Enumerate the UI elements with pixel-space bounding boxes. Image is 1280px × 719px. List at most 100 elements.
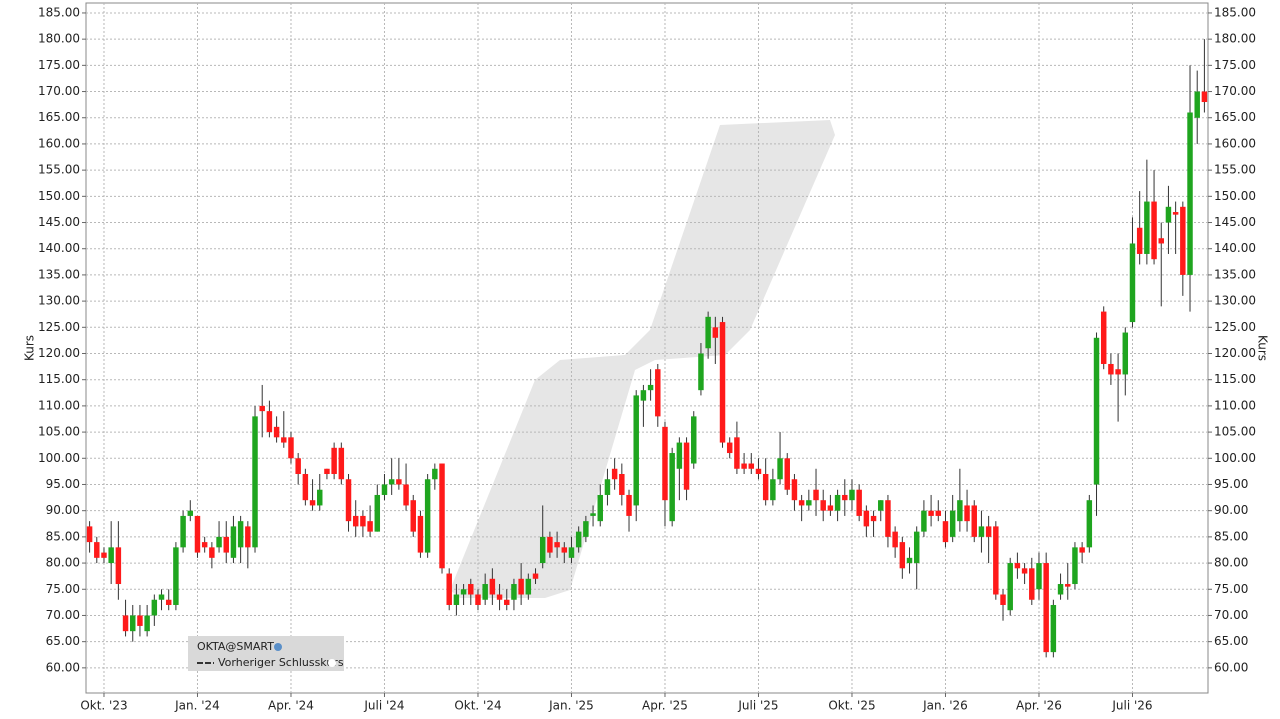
candle-body [870,515,877,522]
candle-body [1108,363,1114,375]
candle-body [554,542,560,548]
y2-tick-label: 175.00 [1214,58,1256,72]
candle-body [302,474,309,501]
y2-tick-label: 155.00 [1214,163,1256,177]
candle-body [1050,604,1057,653]
candle-body [1201,91,1208,103]
candle-body [906,557,913,564]
candle-body [899,542,906,569]
candle-body [180,515,186,548]
candle-body [892,531,898,548]
candle-body [482,584,488,600]
candle-body [547,536,553,553]
candle-body [86,526,93,543]
y2-tick-label: 165.00 [1214,110,1256,124]
candle-body [820,500,826,511]
y-tick-label: 135.00 [38,267,80,281]
x-tick-label: Jan. '26 [922,699,968,713]
y2-tick-label: 135.00 [1214,267,1256,281]
y2-axis-title: Kurs [1256,335,1270,361]
y2-tick-label: 85.00 [1214,529,1248,543]
candle-body [381,484,388,495]
candle-body [424,479,431,553]
y2-tick-label: 130.00 [1214,294,1256,308]
candle-body [798,500,805,506]
y-tick-label: 80.00 [46,556,80,570]
candle-body [223,536,229,553]
y-tick-label: 85.00 [46,529,80,543]
candle-body [367,521,373,532]
candle-body [942,521,949,543]
candle-body [1014,563,1021,569]
candle-body [209,547,215,558]
y2-tick-label: 170.00 [1214,84,1256,98]
candle-body [748,463,755,469]
candle-body [921,510,927,532]
x-tick-label: Apr. '24 [268,699,314,713]
y2-tick-label: 110.00 [1214,398,1256,412]
candle-body [237,521,244,548]
candle-body [935,510,942,516]
candle-body [201,542,208,548]
candle-body [1187,112,1193,275]
candle-body [913,531,920,564]
candle-body [338,447,345,480]
y2-tick-label: 100.00 [1214,451,1256,465]
candle-body [813,489,819,501]
x-tick-label: Jan. '24 [174,699,220,713]
candle-body [626,494,632,516]
y2-tick-label: 115.00 [1214,372,1256,386]
candle-body [388,479,395,485]
y-tick-label: 160.00 [38,136,80,150]
candle-body [777,458,783,480]
candle-body [971,505,977,537]
candle-body [1007,563,1013,611]
candle-body [698,353,704,391]
candle-body [1165,206,1172,223]
candle-body [489,578,496,595]
y2-tick-label: 185.00 [1214,5,1256,19]
y2-tick-label: 60.00 [1214,660,1248,674]
y-axis-title: Kurs [23,335,37,361]
y-tick-label: 130.00 [38,294,80,308]
candle-body [1086,500,1093,548]
y2-tick-label: 95.00 [1214,477,1248,491]
candle-body [770,479,776,501]
candle-body [165,599,172,605]
candle-body [978,526,985,537]
candle-body [885,500,891,537]
candle-body [561,547,568,553]
candle-body [575,531,582,548]
candle-body [460,589,467,595]
candle-body [611,468,618,480]
legend-box [188,636,344,671]
candle-body [1021,568,1028,574]
candle-body [288,437,294,459]
candle-body [1079,547,1085,553]
candle-body [662,426,668,501]
candle-body [151,599,158,616]
y-tick-label: 65.00 [46,634,80,648]
candle-body [439,463,445,569]
x-tick-label: Apr. '26 [1016,699,1062,713]
y2-tick-label: 80.00 [1214,556,1248,570]
candle-body [734,437,740,469]
y2-tick-label: 125.00 [1214,320,1256,334]
candle-body [957,500,963,522]
candle-body [669,453,675,522]
candle-body [597,494,603,522]
x-tick-label: Okt. '23 [80,699,127,713]
candle-body [856,489,862,516]
candle-body [583,521,589,537]
y-tick-label: 115.00 [38,372,80,386]
y-tick-label: 165.00 [38,110,80,124]
y-tick-label: 125.00 [38,320,80,334]
candle-body [964,505,970,522]
y-tick-label: 150.00 [38,189,80,203]
legend-item: Vorheriger Schlusskurs [218,656,344,669]
candle-body [1093,337,1100,485]
x-tick-label: Apr. '25 [642,699,688,713]
candle-body [144,615,150,632]
y2-tick-label: 160.00 [1214,136,1256,150]
y2-tick-label: 140.00 [1214,241,1256,255]
